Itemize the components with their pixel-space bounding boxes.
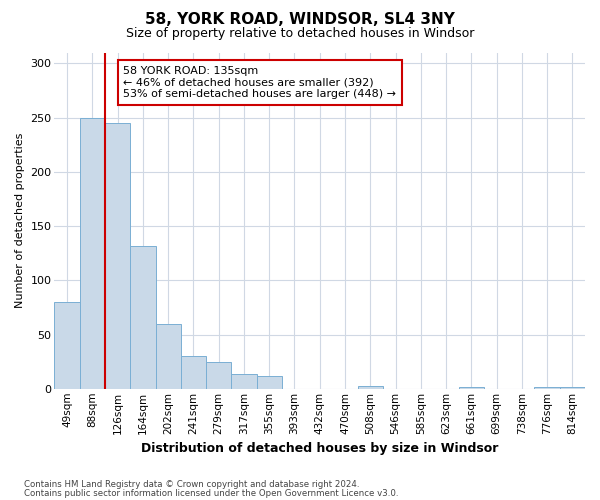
Text: Contains HM Land Registry data © Crown copyright and database right 2024.: Contains HM Land Registry data © Crown c… [24, 480, 359, 489]
Bar [232, 374, 257, 389]
Bar [105, 123, 130, 389]
Text: Contains public sector information licensed under the Open Government Licence v3: Contains public sector information licen… [24, 489, 398, 498]
Text: Size of property relative to detached houses in Windsor: Size of property relative to detached ho… [126, 28, 474, 40]
Bar [55, 302, 80, 389]
Bar [358, 386, 383, 389]
Text: 58, YORK ROAD, WINDSOR, SL4 3NY: 58, YORK ROAD, WINDSOR, SL4 3NY [145, 12, 455, 28]
Bar [130, 246, 155, 389]
Bar [535, 386, 560, 389]
Bar [458, 386, 484, 389]
Y-axis label: Number of detached properties: Number of detached properties [15, 133, 25, 308]
Bar [80, 118, 105, 389]
Bar [181, 356, 206, 389]
Bar [560, 386, 585, 389]
Bar [206, 362, 232, 389]
X-axis label: Distribution of detached houses by size in Windsor: Distribution of detached houses by size … [141, 442, 499, 455]
Bar [257, 376, 282, 389]
Bar [155, 324, 181, 389]
Text: 58 YORK ROAD: 135sqm
← 46% of detached houses are smaller (392)
53% of semi-deta: 58 YORK ROAD: 135sqm ← 46% of detached h… [124, 66, 397, 99]
